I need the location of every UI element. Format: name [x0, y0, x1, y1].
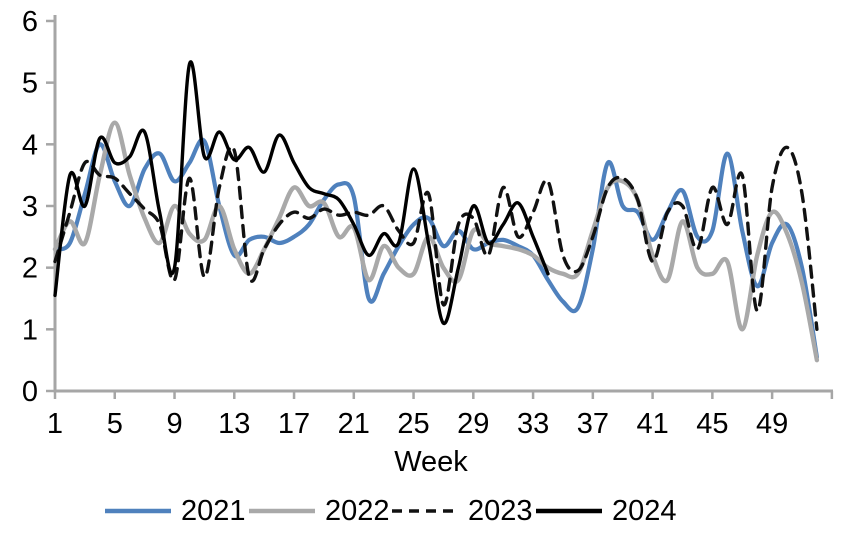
- x-tick-label: 25: [397, 408, 429, 440]
- legend-swatch-2024: [536, 508, 602, 514]
- x-tick-label: 9: [166, 408, 182, 440]
- x-tick-label: 17: [278, 408, 310, 440]
- y-tick-label: 2: [22, 253, 38, 285]
- x-tick-label: 49: [756, 408, 788, 440]
- x-tick-label: 5: [107, 408, 123, 440]
- legend-swatch-2022: [249, 508, 315, 514]
- legend-label-2022: 2022: [325, 495, 390, 527]
- x-tick-label: 45: [696, 408, 728, 440]
- series-line-2021: [52, 137, 819, 360]
- legend-item-2021: 2021: [103, 494, 246, 528]
- x-tick-label: 1: [47, 408, 63, 440]
- legend-label-2023: 2023: [468, 495, 533, 527]
- legend-swatch-2023: [392, 509, 458, 513]
- x-tick-label: 21: [338, 408, 370, 440]
- legend-label-2024: 2024: [612, 495, 677, 527]
- y-tick-label: 1: [22, 314, 38, 346]
- x-tick-label: 33: [517, 408, 549, 440]
- x-tick-label: 37: [577, 408, 609, 440]
- y-tick-label: 3: [22, 191, 38, 223]
- series-line-2024: [53, 60, 550, 325]
- x-tick-label: 41: [636, 408, 668, 440]
- y-tick-label: 4: [22, 129, 38, 161]
- y-tick-label: 6: [22, 6, 38, 38]
- x-tick-label: 13: [218, 408, 250, 440]
- legend-item-2024: 2024: [534, 494, 677, 528]
- series-line-2023: [53, 145, 819, 331]
- x-tick-label: 29: [457, 408, 489, 440]
- y-tick-label: 0: [22, 376, 38, 408]
- legend-label-2021: 2021: [181, 495, 246, 527]
- legend-item-2023: 2023: [390, 494, 533, 528]
- y-tick-label: 5: [22, 68, 38, 100]
- legend-swatch-2021: [105, 508, 171, 514]
- legend-item-2022: 2022: [247, 494, 390, 528]
- x-axis-title: Week: [394, 446, 468, 478]
